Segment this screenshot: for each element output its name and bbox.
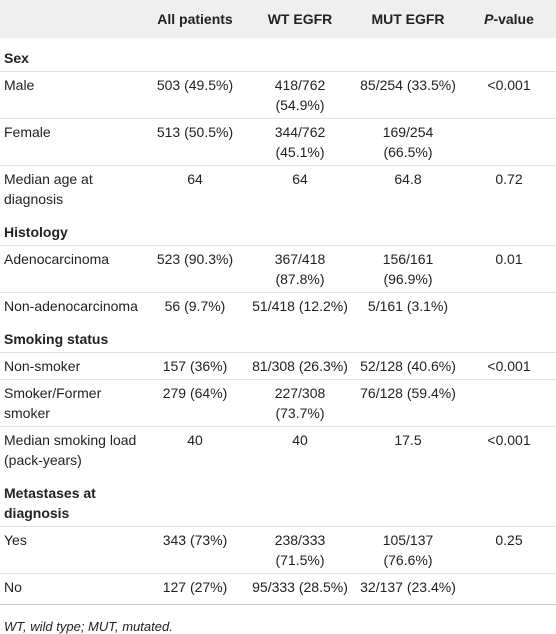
table-row: No 127 (27%) 95/333 (28.5%) 32/137 (23.4%) [0, 573, 556, 600]
table-row: Smoking status [0, 319, 556, 353]
row-label: Male [0, 71, 144, 119]
cell: 227/308 (73.7%) [246, 379, 354, 427]
cell: 51/418 (12.2%) [246, 292, 354, 319]
cell [462, 379, 556, 427]
table-row: Non-adenocarcinoma 56 (9.7%) 51/418 (12.2%… [0, 292, 556, 319]
cell: 52/128 (40.6%) [354, 352, 462, 380]
row-label: Non-smoker [0, 352, 144, 380]
cell [462, 292, 556, 319]
header-cell: MUT EGFR [354, 0, 462, 38]
cell: 367/418 (87.8%) [246, 245, 354, 293]
empty-cell [462, 212, 556, 246]
cell: 0.25 [462, 526, 556, 574]
empty-cell [246, 212, 354, 246]
empty-cell [354, 38, 462, 72]
row-label: Median smoking load (pack-years) [0, 426, 144, 473]
section-label: Smoking status [4, 331, 109, 347]
cell: 156/161 (96.9%) [354, 245, 462, 293]
row-label: Non-adenocarcinoma [0, 292, 144, 319]
cell: 127 (27%) [144, 573, 246, 600]
table-row: Sex [0, 38, 556, 72]
empty-cell [246, 319, 354, 353]
cell: 157 (36%) [144, 352, 246, 380]
cell: 76/128 (59.4%) [354, 379, 462, 427]
footnote: WT, wild type; MUT, mutated. [0, 604, 556, 634]
row-label: Median age at diagnosis [0, 165, 144, 212]
cell: 169/254 (66.5%) [354, 118, 462, 166]
cell: 238/333 (71.5%) [246, 526, 354, 574]
cell: <0.001 [462, 71, 556, 119]
cell: 32/137 (23.4%) [354, 573, 462, 600]
empty-cell [462, 38, 556, 72]
cell: 40 [246, 426, 354, 473]
table-row: Female 513 (50.5%) 344/762 (45.1%) 169/254 … [0, 118, 556, 166]
row-label: Yes [0, 526, 144, 574]
empty-cell [246, 38, 354, 72]
cell: <0.001 [462, 352, 556, 380]
cell: 503 (49.5%) [144, 71, 246, 119]
empty-cell [144, 212, 246, 246]
cell: 105/137 (76.6%) [354, 526, 462, 574]
table-row: Median smoking load (pack-years) 40 40 17.5… [0, 426, 556, 473]
header-row: All patients WT EGFR MUT EGFR P-value [0, 0, 556, 38]
row-label: Female [0, 118, 144, 166]
cell: 17.5 [354, 426, 462, 473]
section-label: Metastases at diagnosis [4, 485, 96, 521]
table-row: Median age at diagnosis 64 64 64.8 0.72 [0, 165, 556, 212]
row-label: Adenocarcinoma [0, 245, 144, 293]
table-row: Non-smoker 157 (36%) 81/308 (26.3%) 52/128 … [0, 352, 556, 380]
table-body: Sex Male 503 (49.5%) 418/762 (54.9%) 85/254 … [0, 38, 556, 600]
header-cell: All patients [144, 0, 246, 38]
empty-cell [144, 319, 246, 353]
row-label: No [0, 573, 144, 600]
empty-cell [354, 319, 462, 353]
cell: 95/333 (28.5%) [246, 573, 354, 600]
cell: <0.001 [462, 426, 556, 473]
cell: 344/762 (45.1%) [246, 118, 354, 166]
cell [462, 118, 556, 166]
cell: 64 [246, 165, 354, 212]
cell: 343 (73%) [144, 526, 246, 574]
header-italic: P [484, 11, 494, 27]
empty-cell [246, 473, 354, 527]
cell: 56 (9.7%) [144, 292, 246, 319]
table-row: Smoker/Former smoker 279 (64%) 227/308 (73… [0, 379, 556, 427]
empty-cell [354, 473, 462, 527]
header-text: -value [493, 11, 534, 27]
cell: 523 (90.3%) [144, 245, 246, 293]
cell: 64.8 [354, 165, 462, 212]
cell: 513 (50.5%) [144, 118, 246, 166]
cell: 418/762 (54.9%) [246, 71, 354, 119]
section-label: Sex [4, 50, 29, 66]
table-row: Yes 343 (73%) 238/333 (71.5%) 105/137 (76.6… [0, 526, 556, 574]
cell: 279 (64%) [144, 379, 246, 427]
cell: 40 [144, 426, 246, 473]
empty-cell [354, 212, 462, 246]
table-row: Metastases at diagnosis [0, 473, 556, 527]
cell: 64 [144, 165, 246, 212]
cell: 5/161 (3.1%) [354, 292, 462, 319]
data-table: All patients WT EGFR MUT EGFR P-value Sex Ma… [0, 0, 556, 600]
header-cell: P-value [462, 0, 556, 38]
empty-cell [462, 473, 556, 527]
cell: 0.01 [462, 245, 556, 293]
empty-cell [462, 319, 556, 353]
cell: 81/308 (26.3%) [246, 352, 354, 380]
table-row: Male 503 (49.5%) 418/762 (54.9%) 85/254 (33… [0, 71, 556, 119]
empty-cell [144, 473, 246, 527]
row-label: Smoker/Former smoker [0, 379, 144, 427]
empty-cell [144, 38, 246, 72]
cell: 85/254 (33.5%) [354, 71, 462, 119]
section-label: Histology [4, 224, 68, 240]
header-cell: WT EGFR [246, 0, 354, 38]
cell: 0.72 [462, 165, 556, 212]
table-row: Adenocarcinoma 523 (90.3%) 367/418 (87.8%)… [0, 245, 556, 293]
cell [462, 573, 556, 600]
header-cell [0, 0, 144, 38]
table-row: Histology [0, 212, 556, 246]
